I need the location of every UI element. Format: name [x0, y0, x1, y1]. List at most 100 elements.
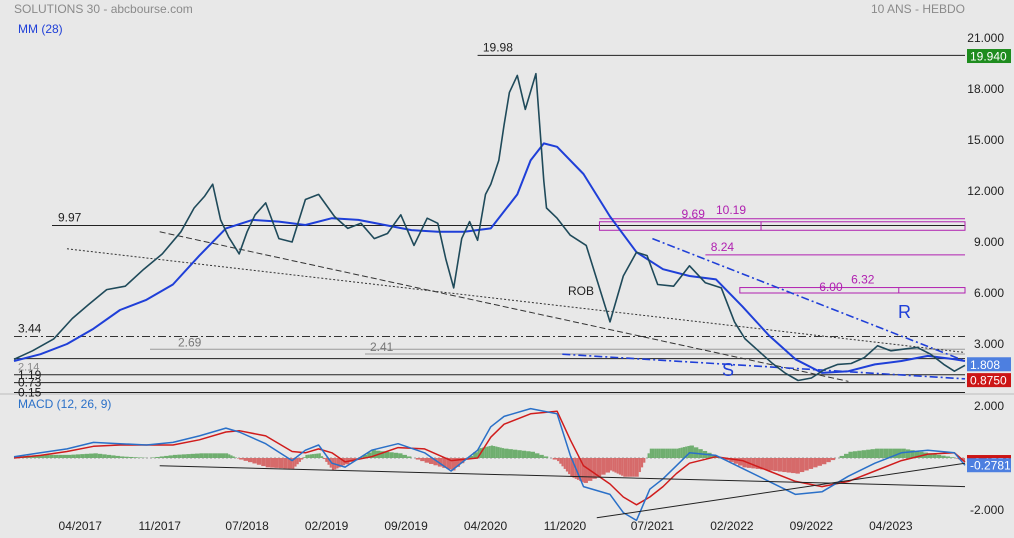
macd-histogram-bar [627, 458, 630, 477]
macd-histogram-bar [247, 458, 253, 463]
macd-histogram-bar [159, 456, 165, 458]
macd-histogram-bar [614, 458, 617, 473]
macd-histogram-bar [270, 458, 275, 468]
macd-histogram-bar [318, 453, 321, 458]
macd-histogram-bar [133, 457, 138, 458]
macd-histogram-bar [945, 456, 950, 458]
macd-histogram-bar [415, 458, 421, 460]
macd-histogram-bar [203, 453, 209, 458]
macd-histogram-bar [656, 448, 659, 458]
macd-histogram-bar [340, 458, 343, 467]
macd-histogram-bar [857, 450, 862, 458]
value-badge-label: -0.2781 [970, 459, 1011, 473]
macd-histogram-bar [866, 449, 871, 458]
levels-layer: 19.98 9.97 3.44 2.69 2.41 2.141.190.730.15 9.6… [14, 40, 966, 399]
macd-histogram-bar [729, 458, 734, 462]
macd-histogram-bar [738, 458, 743, 466]
series-layer [13, 72, 966, 382]
macd-histogram-bar [932, 454, 937, 458]
macd-histogram-bar [557, 458, 560, 462]
macd-histogram-bar [362, 454, 368, 458]
macd-histogram-bar [517, 450, 522, 458]
macd-histogram-bar [733, 458, 739, 464]
macd-histogram-bar [777, 458, 783, 472]
macd-histogram-bar [852, 451, 858, 458]
macd-histogram-bar [844, 453, 849, 458]
macd-histogram-bar [36, 455, 41, 458]
macd-histogram-bar [936, 454, 942, 458]
macd-histogram-bar [671, 448, 675, 458]
macd-histogram-bar [559, 458, 562, 464]
macd-histogram-bar [638, 458, 641, 473]
level-label: 1.19 [18, 368, 42, 382]
macd-histogram-bar [654, 448, 657, 458]
macd-histogram-bar [367, 452, 372, 458]
macd-histogram-bar [587, 458, 593, 481]
macd-histogram-bar [682, 447, 686, 458]
macd-histogram-bar [795, 458, 800, 474]
macd-histogram-bar [601, 458, 606, 475]
macd-histogram-bar [919, 451, 924, 458]
value-badge [967, 373, 1011, 388]
macd-histogram-bar [164, 455, 169, 458]
macd-histogram-bar [568, 458, 571, 475]
value-badge-label: 0.8750 [970, 374, 1007, 388]
macd-histogram-bar [106, 454, 112, 458]
macd-histogram-bar [499, 447, 502, 458]
macd-histogram-bar [596, 458, 602, 477]
macd-histogram-bar [111, 455, 116, 458]
macd-histogram-bar [874, 448, 880, 458]
macd-histogram-bar [910, 450, 915, 458]
macd-histogram-bar [53, 454, 59, 458]
value-badge-label: 1.808 [970, 358, 1000, 372]
macd-histogram-bar [508, 449, 513, 458]
x-tick-label: 07/2021 [631, 519, 675, 533]
macd-histogram-bar [371, 450, 377, 458]
macd-histogram-bar [320, 456, 324, 458]
macd-histogram-bar [526, 451, 531, 458]
macd-histogram-bar [539, 454, 544, 458]
level-label: 3.44 [18, 322, 42, 336]
macd-histogram-bar [799, 458, 805, 473]
macd-histogram-bar [552, 458, 558, 460]
macd-histogram-bar [751, 458, 756, 469]
macd-histogram-bar [312, 454, 315, 458]
macd-histogram-bar [296, 458, 299, 465]
macd-histogram-bar [576, 458, 580, 480]
macd-histogram-bar [636, 458, 639, 477]
level-label: 19.98 [483, 40, 513, 54]
macd-histogram-bar [217, 453, 222, 458]
macd-histogram-bar [195, 453, 200, 458]
price-y-tick-label: 6.000 [974, 286, 1004, 300]
macd-histogram-bar [389, 452, 394, 458]
macd-histogram-bar [493, 446, 496, 458]
macd-histogram-bar [660, 448, 664, 458]
macd-histogram-bar [66, 454, 72, 458]
support-trendline [562, 353, 966, 380]
macd-histogram-bar [817, 458, 822, 466]
price-y-tick-label: 18.000 [967, 82, 1004, 96]
macd-histogram-bar [137, 457, 143, 458]
macd-histogram-bar [689, 445, 694, 458]
macd-histogram-bar [687, 446, 690, 458]
x-tick-label: 04/2017 [59, 519, 103, 533]
macd-histogram-bar [398, 453, 403, 458]
level-label: 2.41 [370, 340, 394, 354]
macd-histogram-bar [760, 458, 765, 470]
macd-histogram-bar [119, 456, 125, 458]
macd-histogram-bar [102, 454, 107, 458]
macd-histogram-bar [663, 448, 666, 458]
macd-histogram-bar [623, 458, 626, 477]
level-label: 2.14 [18, 362, 39, 374]
macd-histogram-bar [239, 458, 244, 460]
x-tick-label: 04/2020 [464, 519, 508, 533]
macd-histogram-bar [234, 457, 237, 458]
x-tick-label: 02/2019 [305, 519, 349, 533]
macd-histogram-bar [459, 458, 465, 464]
macd-y-tick-label: 2.000 [974, 399, 1004, 413]
macd-histogram-bar [292, 458, 295, 469]
macd-histogram-bar [826, 458, 831, 463]
macd-histogram-bar [252, 458, 257, 464]
